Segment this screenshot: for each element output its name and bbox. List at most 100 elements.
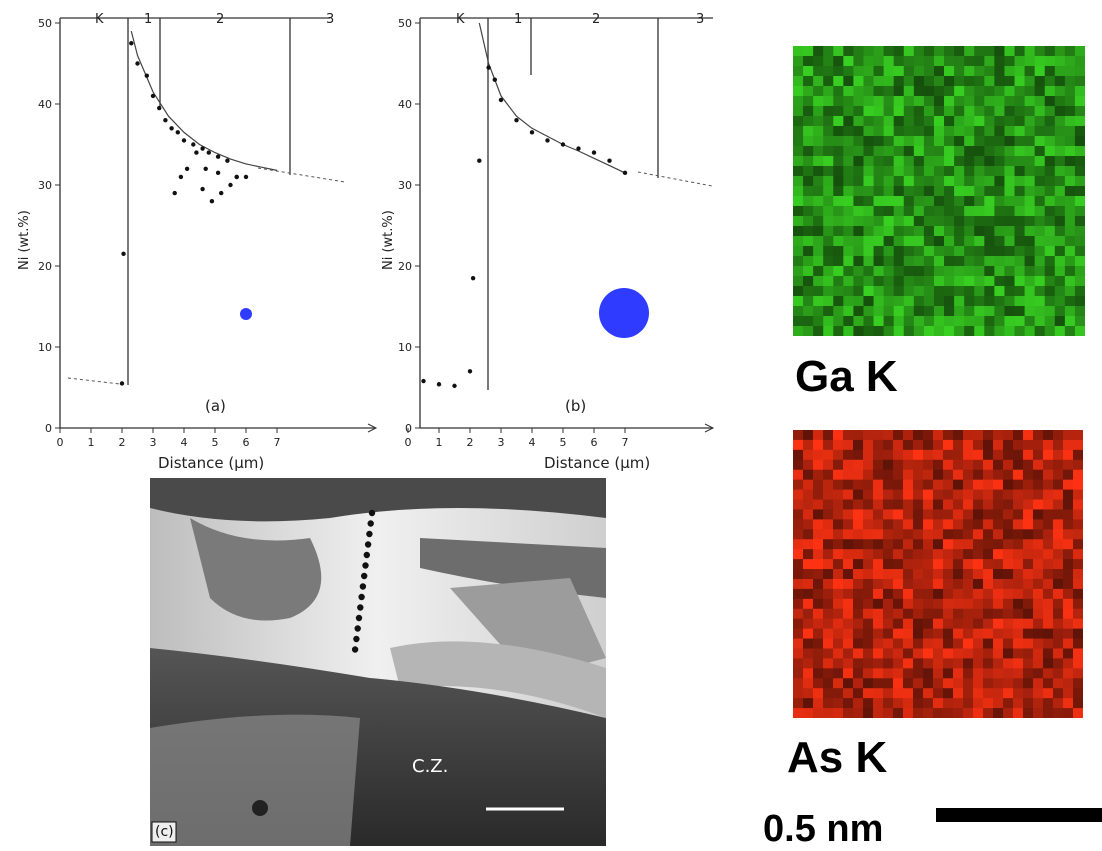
data-point <box>560 142 566 147</box>
map-pixel <box>883 638 894 649</box>
map-pixel <box>903 146 915 157</box>
map-pixel <box>983 439 994 451</box>
map-pixel <box>1014 96 1026 107</box>
data-point <box>184 166 190 171</box>
map-pixel <box>893 186 905 197</box>
map-pixel <box>913 56 925 67</box>
map-pixel <box>883 688 894 699</box>
map-pixel <box>893 126 905 137</box>
scale-label: 0.5 nm <box>763 808 884 850</box>
map-pixel <box>963 578 974 590</box>
map-pixel <box>1024 146 1036 157</box>
map-pixel <box>1044 286 1056 297</box>
probe-dot <box>359 583 367 590</box>
map-pixel <box>883 578 894 590</box>
map-pixel <box>813 598 824 610</box>
map-pixel <box>973 598 984 610</box>
zone-label-k: K <box>456 12 465 27</box>
map-pixel <box>853 509 864 520</box>
map-pixel <box>1024 296 1036 307</box>
map-pixel <box>873 439 884 451</box>
map-pixel <box>943 469 954 481</box>
map-pixel <box>1003 588 1014 600</box>
map-pixel <box>963 469 974 481</box>
map-pixel <box>863 698 874 709</box>
map-pixel <box>933 449 944 461</box>
map-pixel <box>1044 86 1056 97</box>
map-pixel <box>1014 196 1026 207</box>
map-pixel <box>813 479 824 491</box>
map-pixel <box>943 549 954 560</box>
map-pixel <box>913 698 924 709</box>
map-pixel <box>853 276 864 287</box>
map-pixel <box>1053 708 1064 718</box>
map-pixel <box>913 559 924 570</box>
map-pixel <box>853 439 864 451</box>
map-pixel <box>903 489 914 501</box>
map-pixel <box>1054 206 1066 217</box>
map-pixel <box>1023 598 1034 610</box>
map-pixel <box>954 236 965 247</box>
map-pixel <box>954 116 965 127</box>
map-pixel <box>923 608 934 620</box>
map-pixel <box>933 469 944 481</box>
map-pixel <box>994 166 1005 177</box>
map-pixel <box>823 96 834 107</box>
map-pixel <box>913 46 925 57</box>
map-pixel <box>1003 469 1014 481</box>
map-pixel <box>994 176 1005 187</box>
map-pixel <box>823 449 834 461</box>
map-pixel <box>1073 618 1083 630</box>
probe-dot <box>368 509 376 517</box>
map-pixel <box>983 559 994 570</box>
map-pixel <box>823 509 834 520</box>
map-pixel <box>853 136 864 147</box>
map-pixel <box>964 176 975 187</box>
map-pixel <box>853 156 864 167</box>
map-pixel <box>813 206 824 217</box>
map-pixel <box>903 56 915 67</box>
map-pixel <box>923 316 935 327</box>
map-pixel <box>823 246 834 257</box>
map-pixel <box>863 569 874 580</box>
map-pixel <box>1074 66 1085 77</box>
map-pixel <box>803 469 814 481</box>
map-pixel <box>1023 588 1034 600</box>
map-pixel <box>1063 678 1074 689</box>
map-pixel <box>923 156 935 167</box>
map-pixel <box>923 529 934 540</box>
map-pixel <box>964 286 975 297</box>
data-point <box>607 158 612 163</box>
map-pixel <box>1034 196 1046 207</box>
map-pixel <box>823 136 834 147</box>
map-pixel <box>944 186 955 197</box>
map-pixel <box>893 618 904 630</box>
map-pixel <box>1024 316 1036 327</box>
map-pixel <box>973 588 984 600</box>
map-pixel <box>1054 296 1066 307</box>
map-pixel <box>1014 126 1026 137</box>
map-pixel <box>973 668 984 679</box>
map-pixel <box>1014 236 1026 247</box>
map-pixel <box>963 509 974 520</box>
map-pixel <box>823 126 834 137</box>
map-pixel <box>1074 206 1085 217</box>
map-pixel <box>853 539 864 550</box>
map-pixel <box>1013 688 1024 699</box>
map-pixel <box>863 588 874 600</box>
map-pixel <box>1073 459 1083 471</box>
map-pixel <box>823 226 834 237</box>
map-pixel <box>803 56 814 67</box>
map-pixel <box>1043 569 1054 580</box>
map-pixel <box>903 698 914 709</box>
map-pixel <box>973 638 984 649</box>
map-pixel <box>1023 618 1034 630</box>
map-pixel <box>903 598 914 610</box>
map-pixel <box>833 648 844 659</box>
map-pixel <box>873 588 884 600</box>
map-pixel <box>993 678 1004 689</box>
map-pixel <box>813 216 824 227</box>
map-pixel <box>1043 439 1054 451</box>
